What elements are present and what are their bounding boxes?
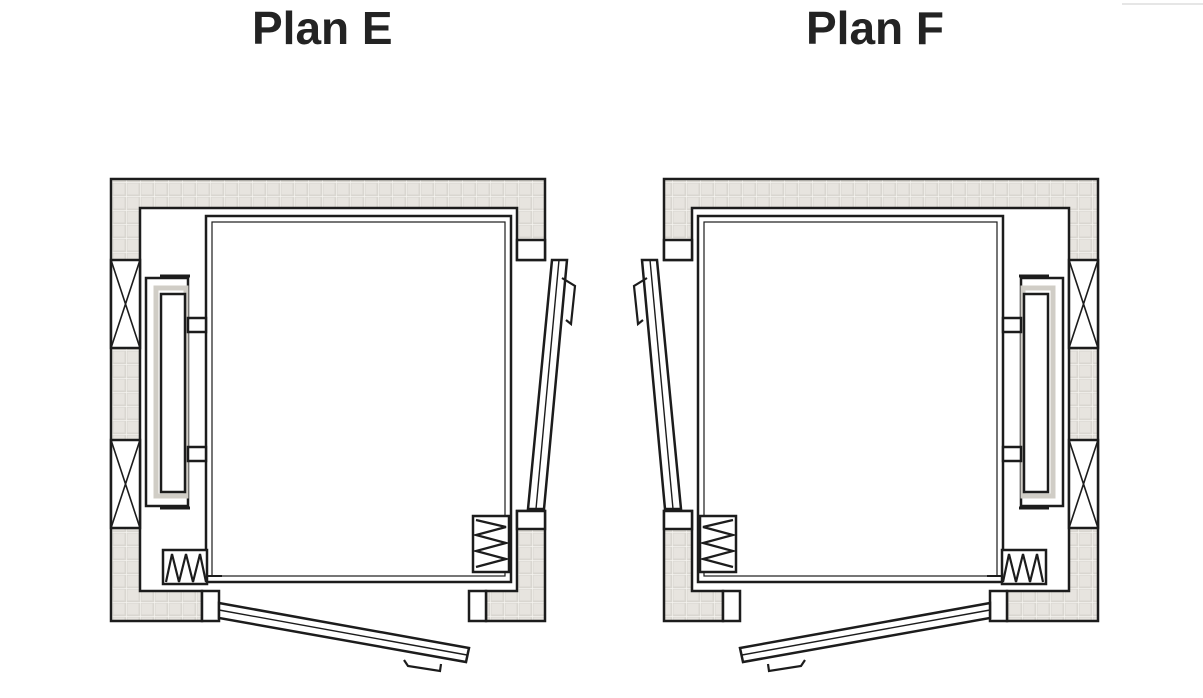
door-jamb <box>662 509 694 531</box>
guide-rail <box>144 274 208 510</box>
door-jamb <box>200 589 221 623</box>
plan-f-title: Plan F <box>806 2 945 54</box>
plan-f-drawing <box>632 177 1100 673</box>
counterweight-block <box>1067 438 1100 530</box>
door-jamb <box>515 509 547 531</box>
swing-door-side <box>526 258 577 511</box>
elevator-car <box>696 214 1005 584</box>
shaft-wall <box>109 177 547 623</box>
guide-rail <box>1001 274 1065 510</box>
door-jamb <box>467 589 488 623</box>
swing-door-side <box>632 258 683 511</box>
counterweight-block <box>109 438 142 530</box>
swing-door-front <box>217 601 471 673</box>
plan-e-drawing <box>109 177 577 673</box>
counterweight-block <box>1067 258 1100 350</box>
door-jamb <box>662 238 694 262</box>
counterweight-block <box>109 258 142 350</box>
swing-door-front <box>738 601 992 673</box>
buffer-spring <box>471 514 511 574</box>
elevator-car <box>204 214 513 584</box>
shaft-wall <box>662 177 1100 623</box>
buffer-spring <box>987 548 1048 586</box>
door-jamb <box>721 589 742 623</box>
plan-e-title: Plan E <box>252 2 393 54</box>
door-jamb <box>988 589 1009 623</box>
buffer-spring <box>698 514 738 574</box>
door-jamb <box>515 238 547 262</box>
buffer-spring <box>161 548 222 586</box>
